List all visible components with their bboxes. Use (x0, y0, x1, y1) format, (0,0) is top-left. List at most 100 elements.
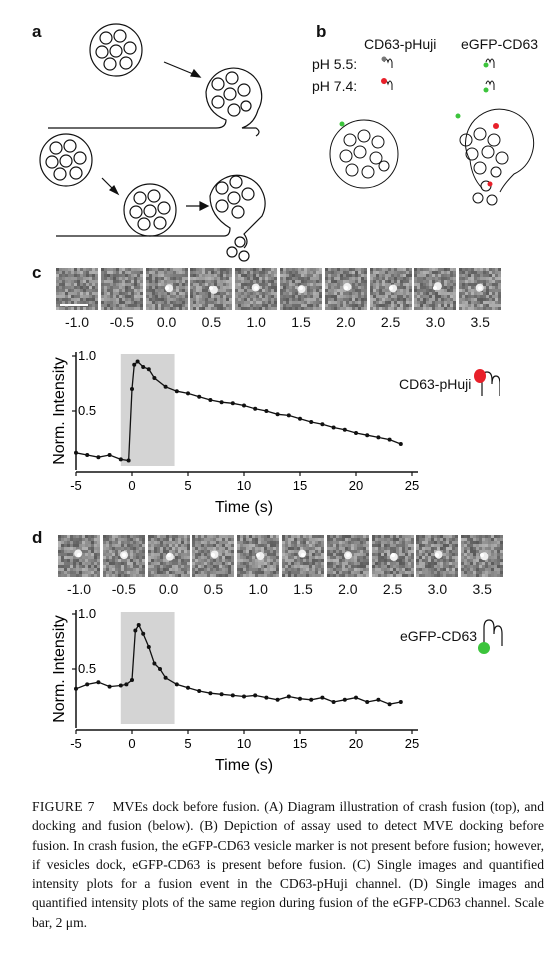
panel-c-time-label: 1.0 (246, 314, 266, 330)
panel-d-image-tile (416, 535, 459, 577)
panel-d-data-point (163, 675, 168, 680)
panel-d-time-label: -1.0 (66, 581, 92, 597)
panel-d-data-point (107, 684, 112, 689)
panel-d-data-point (309, 697, 314, 702)
panel-d-x-tick-label: -5 (70, 736, 82, 751)
panel-c-data-point (141, 365, 146, 369)
panel-c-data-point (275, 412, 280, 417)
panel-d-data-point (186, 685, 190, 690)
panel-c-data-point (242, 403, 246, 408)
panel-c-data-point (163, 384, 168, 389)
panel-d-data-point (286, 694, 291, 699)
panel-c-data-point (398, 442, 403, 446)
panel-d-data-point (141, 631, 146, 636)
panel-d-shaded-region (120, 612, 175, 724)
panel-d-legend-label: eGFP-CD63 (400, 628, 478, 644)
panel-c-data-point (132, 362, 137, 367)
panel-d-data-point (197, 689, 202, 693)
panel-d-x-tick-label: 15 (293, 736, 307, 751)
panel-d-data-point (152, 661, 157, 666)
panel-d-y-tick-label: 1.0 (78, 606, 96, 621)
panel-d-image-tile (282, 535, 324, 577)
panel-c-data-point (135, 359, 140, 364)
panel-d-data-point (298, 696, 302, 701)
panel-c-time-label: 2.0 (336, 314, 356, 330)
panel-d-x-axis-label: Time (s) (215, 757, 273, 774)
panel-c-data-point (118, 457, 123, 462)
panel-c-time-label: 0.0 (156, 314, 177, 330)
panel-c-x-tick-label: 0 (128, 478, 135, 493)
panel-c-chart: -5 0 5 10 15 20 25 0.5 1.0 Time (s) Norm. Intensit… (51, 348, 419, 516)
panel-c-data-point (376, 435, 381, 440)
panel-d-data-point (365, 700, 370, 704)
panel-c-time-label: -0.5 (109, 314, 134, 330)
panel-b-row2-label: pH 7.4: (312, 78, 358, 94)
panel-d-data-point (253, 693, 258, 698)
panel-c-image-tile (459, 268, 502, 310)
panel-c-data-point (152, 376, 157, 380)
panel-c-image-tile (100, 268, 143, 310)
panel-c-y-tick-label: 1.0 (78, 348, 96, 363)
panel-c-data-point (130, 387, 134, 391)
panel-d-time-label: 2.0 (338, 581, 358, 597)
panel-c-data-point (298, 416, 302, 421)
panel-d-data-point (398, 700, 403, 704)
panel-b-col2-label: eGFP-CD63 (461, 36, 539, 52)
panel-d-data-point (74, 686, 78, 691)
panel-c-x-tick-label: 20 (349, 478, 363, 493)
figure-caption: FIGURE 7 MVEs dock before fusion. (A) Di… (32, 797, 544, 932)
panel-d-data-point (85, 682, 90, 687)
panel-d-data-point (320, 695, 325, 700)
panel-b-diagram (329, 56, 535, 206)
panel-c-series-line (75, 360, 402, 462)
panel-c-image-tile (190, 268, 233, 310)
panel-d-data-point (230, 693, 235, 698)
panel-d-data-point (133, 628, 138, 633)
panel-d-image-tile (326, 535, 369, 577)
panel-c-x-tick-label: 15 (293, 478, 307, 493)
panel-c-data-point (286, 413, 291, 418)
panel-d-data-point (158, 667, 162, 671)
panel-c-image-tile (324, 268, 367, 310)
panel-b-letter: b (316, 22, 327, 41)
panel-b-row1-label: pH 5.5: (312, 56, 358, 72)
panel-d-y-axis-label: Norm. Intensity (51, 615, 68, 723)
panel-c-image-tile (56, 268, 98, 310)
panel-d-data-point (174, 682, 179, 687)
caption-title: FIGURE 7 (32, 799, 95, 814)
panel-d-chart: -5 0 5 10 15 20 25 0.5 1.0 Time (s) Norm. Intensit… (51, 606, 419, 774)
panel-d-time-label: 1.5 (293, 581, 313, 597)
panel-c-data-point (219, 400, 224, 405)
panel-d-data-point (124, 682, 129, 687)
panel-d-image-tile (192, 535, 235, 577)
panel-c-data-point (331, 425, 336, 430)
panel-d-data-point (242, 694, 246, 699)
panel-d-image-tile (147, 535, 190, 577)
panel-c-data-point (354, 431, 358, 435)
panel-c-data-point (342, 427, 347, 432)
panel-d-data-point (208, 691, 213, 696)
panel-d-time-label: -0.5 (111, 581, 136, 597)
panel-a-diagram (39, 23, 266, 262)
panel-d-letter: d (32, 528, 43, 547)
panel-c-legend-label: CD63-pHuji (399, 376, 472, 392)
panel-c-y-tick-label: 0.5 (78, 403, 96, 418)
panel-b-col1-label: CD63-pHuji (364, 36, 437, 52)
panel-d-y-tick-label: 0.5 (78, 661, 96, 676)
panel-c-letter: c (32, 263, 42, 282)
panel-d-data-point (146, 645, 151, 649)
panel-c-time-label: 3.0 (425, 314, 446, 330)
panel-d-data-point (96, 680, 101, 685)
panel-c-x-tick-label: 10 (237, 478, 251, 493)
panel-c-data-point (208, 398, 213, 402)
panel-c-image-tile (280, 268, 322, 310)
panel-d-x-tick-label: 10 (237, 736, 251, 751)
eGFP-dot (478, 642, 490, 654)
panel-c-image-tile (369, 268, 412, 310)
panel-c-image-tile (145, 268, 188, 310)
panel-d-time-label: 1.0 (248, 581, 268, 597)
panel-d-data-point (264, 695, 269, 700)
panel-d-time-label: 2.5 (382, 581, 403, 597)
panel-c-data-point (320, 422, 325, 427)
panel-d-time-label: 0.0 (158, 581, 179, 597)
